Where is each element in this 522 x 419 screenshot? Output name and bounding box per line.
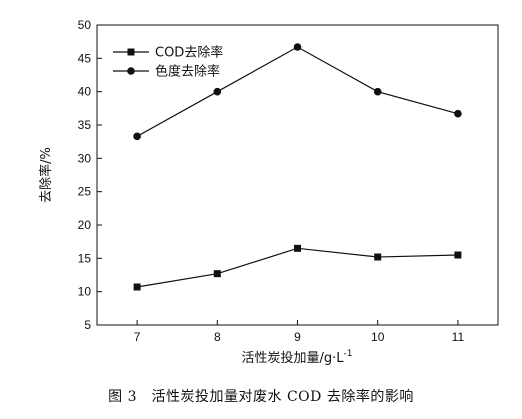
x-tick-label: 11 bbox=[452, 330, 465, 344]
legend-item: COD去除率 bbox=[113, 45, 223, 61]
y-tick-label: 10 bbox=[78, 285, 92, 299]
legend-label: COD去除率 bbox=[155, 45, 223, 61]
data-point bbox=[293, 43, 302, 51]
x-tick-label: 7 bbox=[134, 330, 141, 344]
figure-caption: 图 3 活性炭投加量对废水 COD 去除率的影响 bbox=[108, 389, 414, 405]
y-tick-label: 20 bbox=[78, 218, 92, 232]
y-tick-label: 5 bbox=[84, 318, 91, 332]
x-tick-label: 9 bbox=[294, 330, 301, 344]
series-2 bbox=[133, 43, 462, 141]
data-point bbox=[454, 109, 462, 118]
legend-label: 色度去除率 bbox=[155, 64, 220, 80]
y-tick-label: 45 bbox=[78, 51, 92, 65]
data-point bbox=[213, 87, 222, 96]
legend-marker bbox=[127, 48, 135, 56]
data-point bbox=[213, 270, 221, 278]
legend-marker bbox=[127, 67, 135, 75]
data-point bbox=[133, 132, 141, 141]
data-point bbox=[373, 87, 382, 96]
y-tick-label: 50 bbox=[78, 18, 92, 32]
y-tick-label: 25 bbox=[78, 185, 92, 199]
series-layer bbox=[133, 43, 462, 291]
data-point bbox=[374, 253, 382, 261]
data-point bbox=[454, 251, 462, 259]
ticks-layer: 5 10 15 20 25 30 35 40 45 50 7 8 9 10 11 bbox=[78, 18, 465, 344]
data-point bbox=[294, 244, 301, 252]
y-axis-label: 去除率/% bbox=[38, 147, 54, 203]
x-tick-label: 10 bbox=[371, 330, 385, 344]
x-tick-label: 8 bbox=[214, 330, 221, 344]
y-tick-label: 15 bbox=[78, 251, 92, 265]
x-axis-label: 活性炭投加量/g·L-1 bbox=[242, 349, 353, 366]
y-tick-label: 40 bbox=[78, 85, 92, 99]
y-tick-label: 35 bbox=[78, 118, 92, 132]
y-tick-label: 30 bbox=[78, 151, 92, 165]
series-1 bbox=[133, 244, 462, 291]
legend-item: 色度去除率 bbox=[113, 64, 220, 80]
series-line bbox=[137, 247, 458, 288]
data-point bbox=[133, 283, 141, 291]
